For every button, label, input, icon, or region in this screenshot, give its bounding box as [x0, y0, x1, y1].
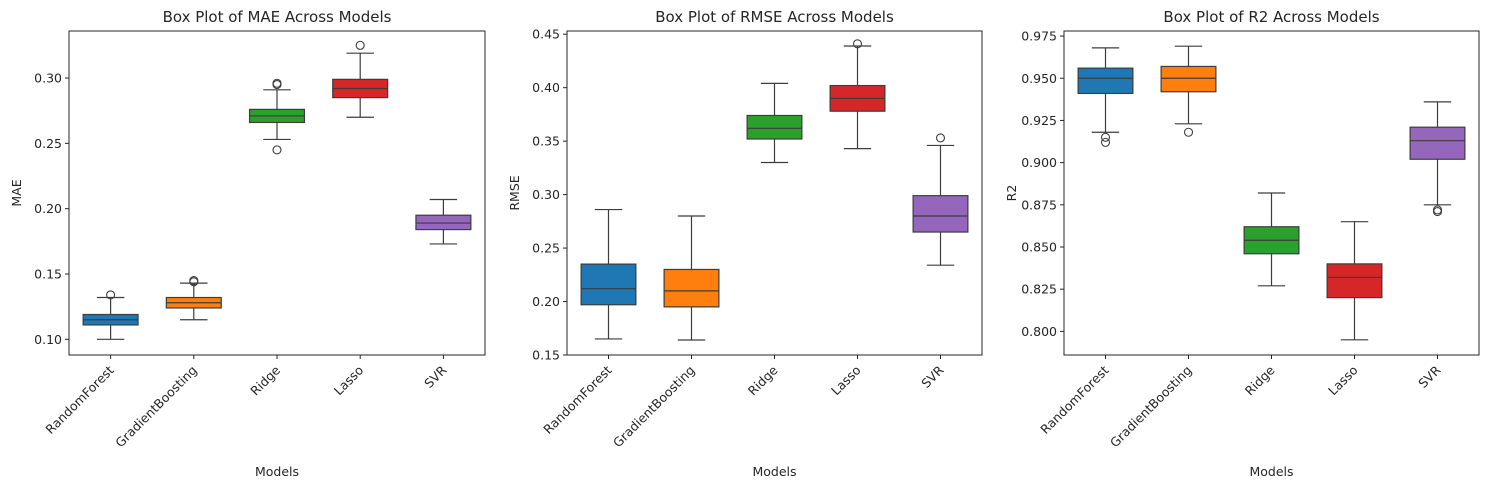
x-tick-label: Ridge [745, 362, 781, 398]
y-tick-label: 0.925 [1021, 113, 1057, 128]
box-SVR [912, 133, 969, 266]
x-tick-label: RandomForest [540, 362, 614, 436]
box-GradientBoosting [663, 215, 720, 341]
box-iqr [580, 263, 637, 306]
x-axis-label: Models [752, 464, 796, 479]
box-SVR [1409, 101, 1466, 217]
chart-title: Box Plot of R2 Across Models [1163, 8, 1379, 26]
box-iqr [415, 214, 472, 231]
box-SVR [415, 198, 472, 245]
axes-frame [1063, 30, 1480, 356]
box-RandomForest [1077, 47, 1134, 147]
x-tick-label: Ridge [247, 362, 283, 398]
x-tick-label: SVR [1415, 362, 1444, 391]
y-tick-label: 0.850 [1021, 240, 1057, 255]
box-iqr [912, 195, 969, 233]
y-tick-label: 0.20 [34, 201, 62, 216]
box-RandomForest [82, 290, 139, 340]
y-tick-label: 0.40 [532, 80, 560, 95]
x-tick-label: GradientBoosting [610, 363, 698, 451]
y-tick-label: 0.15 [34, 267, 62, 282]
box-Lasso [332, 40, 389, 118]
outlier-point [1432, 205, 1443, 215]
y-tick-label: 0.975 [1021, 29, 1057, 44]
box-iqr [663, 268, 720, 308]
box-Ridge [746, 82, 803, 164]
x-tick-label: Lasso [828, 363, 864, 399]
x-tick-label: SVR [421, 362, 450, 391]
box-iqr [746, 114, 803, 140]
box-Ridge [1243, 192, 1300, 287]
box-iqr [1077, 67, 1134, 95]
box-Lasso [1326, 221, 1383, 341]
subplot-1: Box Plot of MAE Across Models MAE Models 0.… [9, 8, 486, 479]
box-Ridge [248, 78, 306, 155]
x-tick-label: Lasso [1325, 363, 1361, 399]
y-axis-label: R2 [1004, 185, 1019, 202]
x-tick-label: GradientBoosting [112, 363, 200, 451]
outlier-point [1183, 127, 1194, 137]
outlier-point [935, 133, 946, 143]
y-axis-label: MAE [9, 179, 24, 206]
y-tick-label: 0.30 [34, 71, 62, 86]
outlier-point [272, 145, 282, 155]
x-tick-label: Ridge [1242, 362, 1278, 398]
y-tick-label: 0.25 [532, 241, 560, 256]
chart-title: Box Plot of MAE Across Models [163, 8, 392, 26]
outlier-point [106, 290, 116, 300]
box-iqr [1326, 263, 1383, 299]
outlier-point [272, 78, 282, 88]
chart-title: Box Plot of RMSE Across Models [655, 8, 894, 26]
box-GradientBoosting [165, 275, 222, 321]
y-tick-label: 0.15 [532, 348, 560, 363]
y-tick-label: 0.45 [532, 27, 560, 42]
y-tick-label: 0.25 [34, 136, 62, 151]
box-iqr [1409, 126, 1466, 160]
y-tick-label: 0.20 [532, 294, 560, 309]
box-GradientBoosting [1160, 45, 1217, 137]
y-tick-label: 0.950 [1021, 71, 1057, 86]
y-tick-label: 0.875 [1021, 197, 1057, 212]
outlier-point [1100, 137, 1111, 147]
outlier-point [355, 40, 365, 50]
subplot-3: Box Plot of R2 Across Models R2 Models 0.80… [1004, 8, 1480, 479]
x-tick-label: RandomForest [1037, 362, 1111, 436]
subplot-2: Box Plot of RMSE Across Models RMSE Models… [507, 8, 983, 479]
axes-frame [68, 30, 486, 356]
x-tick-label: GradientBoosting [1107, 363, 1195, 451]
axes-frame [566, 30, 983, 356]
y-tick-label: 0.800 [1021, 324, 1057, 339]
x-tick-label: RandomForest [42, 362, 116, 436]
x-axis-label: Models [1249, 464, 1293, 479]
box-RandomForest [580, 208, 637, 340]
box-iqr [1160, 65, 1217, 93]
y-tick-label: 0.825 [1021, 282, 1057, 297]
outlier-point [1100, 132, 1111, 142]
y-axis-label: RMSE [507, 175, 522, 210]
y-tick-label: 0.30 [532, 187, 560, 202]
y-tick-label: 0.35 [532, 134, 560, 149]
outlier-point [189, 277, 199, 287]
outlier-point [852, 39, 863, 49]
y-tick-label: 0.900 [1021, 155, 1057, 170]
x-axis-label: Models [255, 464, 299, 479]
x-tick-label: SVR [918, 362, 947, 391]
x-tick-label: Lasso [331, 363, 367, 399]
y-tick-label: 0.10 [34, 332, 62, 347]
box-Lasso [829, 39, 886, 150]
